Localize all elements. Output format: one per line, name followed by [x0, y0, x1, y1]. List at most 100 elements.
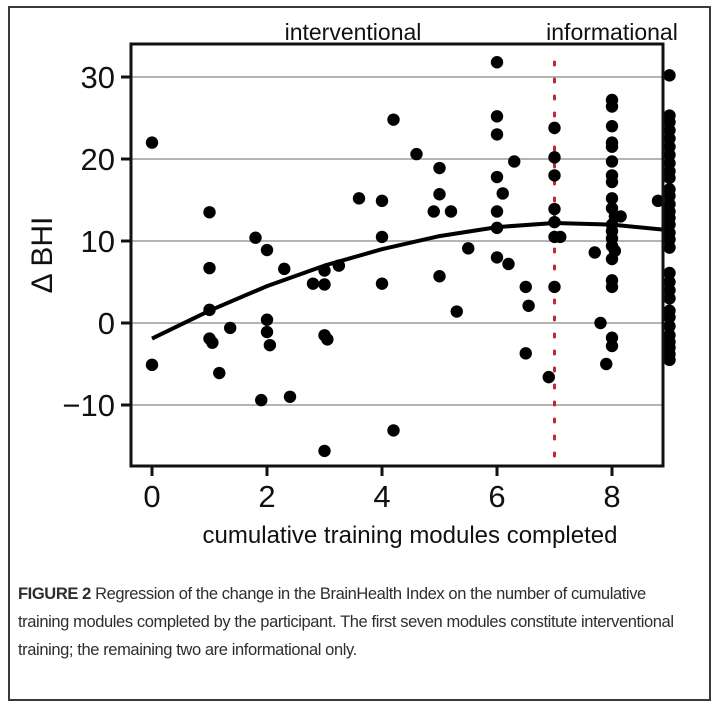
- tick-labels: 30 20 10 0 −10 0 2 4 6 8: [62, 60, 620, 514]
- x-axis-label: cumulative training modules completed: [203, 522, 618, 549]
- data-point: [410, 147, 423, 161]
- regression-line: [151, 221, 670, 341]
- figure-label: FIGURE 2: [18, 585, 91, 603]
- data-point: [605, 100, 619, 113]
- data-point: [260, 313, 274, 326]
- data-point: [490, 56, 504, 69]
- data-point: [433, 270, 446, 283]
- data-point: [548, 202, 561, 216]
- data-point: [490, 170, 504, 184]
- y-tick-label: 20: [81, 142, 115, 177]
- region-label-informational: informational: [546, 19, 678, 45]
- figure-caption: FIGURE 2 Regression of the change in the…: [18, 580, 698, 664]
- data-point: [605, 252, 619, 266]
- data-point: [145, 358, 159, 372]
- data-point: [663, 311, 676, 324]
- data-point: [387, 113, 400, 126]
- data-point: [508, 155, 521, 168]
- data-point: [490, 110, 504, 123]
- data-point: [605, 120, 619, 133]
- data-point: [605, 192, 619, 205]
- data-point: [663, 292, 676, 305]
- data-point: [663, 266, 676, 280]
- y-tick-label: 30: [81, 60, 115, 95]
- y-axis-label: Δ BHI: [26, 217, 59, 294]
- x-tick-label: 8: [603, 479, 620, 514]
- data-point: [278, 262, 291, 276]
- data-point: [283, 390, 297, 403]
- data-point: [605, 280, 619, 294]
- data-point: [263, 338, 277, 352]
- data-point: [548, 280, 561, 294]
- figure-caption-text: Regression of the change in the BrainHea…: [18, 585, 674, 659]
- x-tick-label: 6: [488, 479, 505, 514]
- figure-frame: [8, 6, 711, 701]
- data-point: [605, 155, 619, 168]
- data-point: [375, 230, 389, 244]
- y-tick-label: −10: [62, 388, 115, 423]
- data-point: [255, 393, 268, 407]
- x-tick-label: 2: [258, 479, 275, 514]
- data-point: [588, 246, 601, 259]
- data-point: [433, 188, 446, 201]
- y-tick-label: 10: [81, 224, 115, 259]
- data-point: [224, 321, 237, 335]
- data-point: [249, 231, 262, 244]
- x-tick-label: 4: [373, 479, 390, 514]
- plot-border: [129, 42, 665, 468]
- data-point: [548, 169, 561, 182]
- data-point: [490, 205, 504, 218]
- data-point: [542, 370, 555, 384]
- data-point: [663, 171, 676, 185]
- data-point: [554, 230, 567, 244]
- data-point: [260, 325, 274, 339]
- regression-curve: [151, 221, 670, 341]
- data-point: [433, 161, 446, 175]
- region-label-interventional: interventional: [285, 19, 422, 45]
- data-point: [600, 357, 613, 371]
- data-point: [490, 251, 504, 264]
- data-point: [306, 277, 320, 290]
- data-point: [605, 140, 619, 153]
- x-tick-label: 0: [143, 479, 160, 514]
- data-point: [496, 187, 509, 200]
- data-point: [663, 241, 676, 254]
- gridlines: [131, 76, 663, 406]
- data-point: [548, 151, 561, 164]
- data-point: [594, 316, 607, 330]
- data-point: [260, 243, 274, 257]
- data-points: [145, 56, 676, 458]
- axes: [129, 42, 665, 468]
- data-point: [387, 424, 400, 437]
- data-point: [663, 353, 676, 367]
- data-point: [318, 444, 331, 458]
- data-point: [352, 192, 366, 205]
- data-point: [548, 121, 561, 135]
- data-point: [522, 299, 535, 312]
- scatter-plot: 30 20 10 0 −10 0 2 4 6 8 interventional informati…: [26, 19, 678, 549]
- y-tick-label: 0: [98, 306, 115, 341]
- data-point: [605, 339, 619, 353]
- data-point: [614, 210, 627, 223]
- data-point: [519, 280, 532, 294]
- data-point: [145, 136, 159, 149]
- data-point: [318, 278, 331, 291]
- data-point: [663, 320, 676, 333]
- data-point: [206, 336, 219, 349]
- data-point: [444, 205, 458, 218]
- data-point: [321, 333, 334, 346]
- data-point: [519, 347, 532, 360]
- data-point: [450, 305, 463, 318]
- data-point: [427, 205, 440, 218]
- data-point: [375, 194, 389, 208]
- data-point: [375, 277, 389, 290]
- data-point: [203, 261, 216, 275]
- data-point: [663, 69, 676, 82]
- data-point: [490, 128, 504, 141]
- data-point: [213, 366, 226, 380]
- data-point: [651, 194, 665, 208]
- data-point: [605, 175, 619, 189]
- data-point: [502, 257, 515, 271]
- data-point: [462, 242, 475, 255]
- data-point: [203, 206, 216, 219]
